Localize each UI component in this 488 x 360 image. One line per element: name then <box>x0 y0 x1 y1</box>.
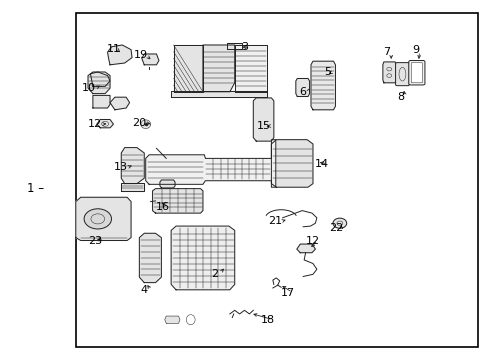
Polygon shape <box>142 54 159 65</box>
Text: 2: 2 <box>211 269 218 279</box>
Polygon shape <box>121 148 144 184</box>
Text: 19: 19 <box>134 50 147 60</box>
Text: 11: 11 <box>106 44 120 54</box>
FancyBboxPatch shape <box>410 63 422 83</box>
Polygon shape <box>160 180 175 188</box>
Text: 21: 21 <box>267 216 281 226</box>
Polygon shape <box>164 316 180 323</box>
Polygon shape <box>93 95 110 108</box>
Text: 23: 23 <box>88 236 102 246</box>
Text: 17: 17 <box>280 288 294 298</box>
Polygon shape <box>271 140 312 187</box>
Polygon shape <box>139 233 161 283</box>
Polygon shape <box>90 72 110 86</box>
Circle shape <box>84 209 111 229</box>
Polygon shape <box>97 120 113 128</box>
Circle shape <box>332 218 346 228</box>
FancyBboxPatch shape <box>395 63 408 86</box>
Text: 14: 14 <box>314 159 328 169</box>
Text: 3: 3 <box>241 42 247 52</box>
Polygon shape <box>295 78 309 96</box>
Polygon shape <box>76 197 131 240</box>
Text: 10: 10 <box>82 83 96 93</box>
Polygon shape <box>310 61 335 110</box>
Polygon shape <box>88 72 110 94</box>
Circle shape <box>102 121 108 126</box>
Text: 15: 15 <box>257 121 270 131</box>
Polygon shape <box>121 183 144 191</box>
Bar <box>76 13 477 347</box>
Polygon shape <box>107 45 132 65</box>
Text: 9: 9 <box>411 45 418 55</box>
Text: 5: 5 <box>324 67 330 77</box>
Text: 20: 20 <box>132 118 146 128</box>
Polygon shape <box>253 98 273 141</box>
Text: 13: 13 <box>114 162 128 172</box>
Text: 18: 18 <box>261 315 274 325</box>
Text: 16: 16 <box>155 202 169 212</box>
Text: 8: 8 <box>397 92 404 102</box>
Polygon shape <box>203 45 234 92</box>
Text: 12: 12 <box>88 119 102 129</box>
Polygon shape <box>382 62 395 83</box>
Polygon shape <box>234 45 266 92</box>
Text: 6: 6 <box>299 87 306 97</box>
Text: 12: 12 <box>305 236 319 246</box>
Polygon shape <box>173 45 203 92</box>
FancyBboxPatch shape <box>408 60 424 85</box>
Polygon shape <box>296 244 315 253</box>
Polygon shape <box>110 97 129 110</box>
Text: 7: 7 <box>382 47 389 57</box>
Polygon shape <box>171 91 266 97</box>
Polygon shape <box>141 120 150 129</box>
Text: 1 –: 1 – <box>26 183 44 195</box>
Text: 4: 4 <box>141 285 147 295</box>
Polygon shape <box>227 43 242 49</box>
Polygon shape <box>171 226 234 290</box>
Polygon shape <box>145 140 275 187</box>
Polygon shape <box>152 189 203 213</box>
Text: 22: 22 <box>328 222 343 233</box>
